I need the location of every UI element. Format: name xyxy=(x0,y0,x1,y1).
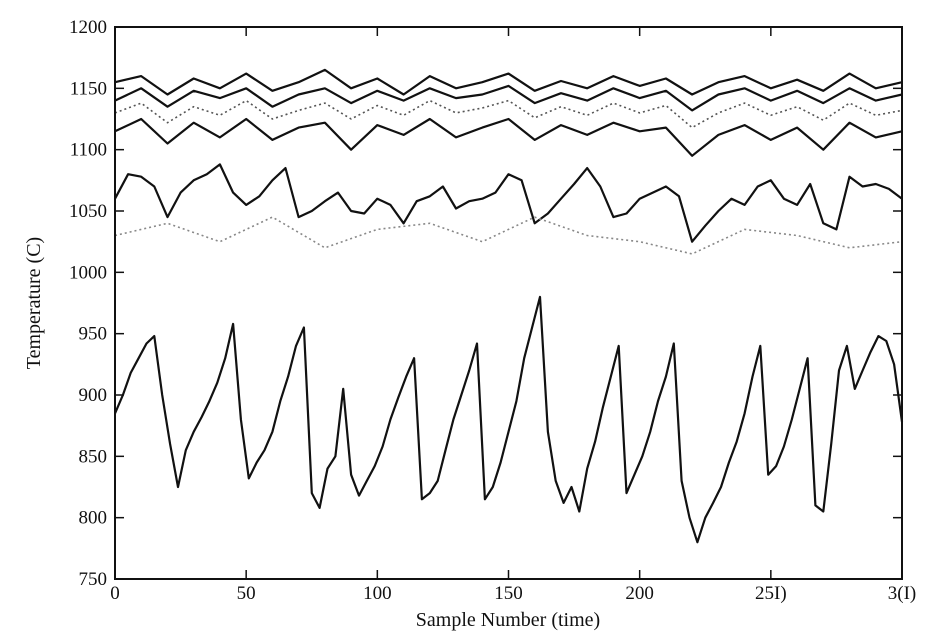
y-tick-label: 900 xyxy=(79,385,108,406)
y-tick-label: 1200 xyxy=(69,17,107,38)
series-line-2 xyxy=(114,84,903,112)
x-axis-title: Sample Number (time) xyxy=(416,609,600,631)
y-tick-label: 800 xyxy=(79,508,108,529)
x-tick-label: 200 xyxy=(625,583,654,604)
x-tick-label: 50 xyxy=(237,583,256,604)
x-tick-label: 100 xyxy=(363,583,392,604)
x-tick-label: 25I) xyxy=(755,583,787,604)
x-tick-label: 150 xyxy=(494,583,523,604)
y-tick-label: 950 xyxy=(79,324,108,345)
series-line-1 xyxy=(114,68,903,96)
x-tick-label: 0 xyxy=(110,583,120,604)
plot-frame xyxy=(114,26,903,580)
series-line-7 xyxy=(113,295,904,544)
series-layer xyxy=(113,68,904,544)
series-line-3 xyxy=(114,99,903,129)
x-tick-label: 3(I) xyxy=(888,583,916,604)
y-axis-title: Temperature (C) xyxy=(23,237,45,369)
y-tick-label: 850 xyxy=(79,446,108,467)
y-tick-label: 1150 xyxy=(70,78,107,99)
y-tick-label: 1050 xyxy=(69,201,107,222)
series-line-4 xyxy=(114,117,903,157)
ticks-layer: 0 50 100 150 200 25I) 3(I) 750 800 850 900 950 1000 1… xyxy=(69,17,916,604)
y-tick-label: 1100 xyxy=(70,140,107,161)
series-line-5 xyxy=(114,163,903,243)
series-line-6 xyxy=(114,216,903,255)
y-tick-label: 750 xyxy=(79,569,108,590)
y-tick-label: 1000 xyxy=(69,262,107,283)
